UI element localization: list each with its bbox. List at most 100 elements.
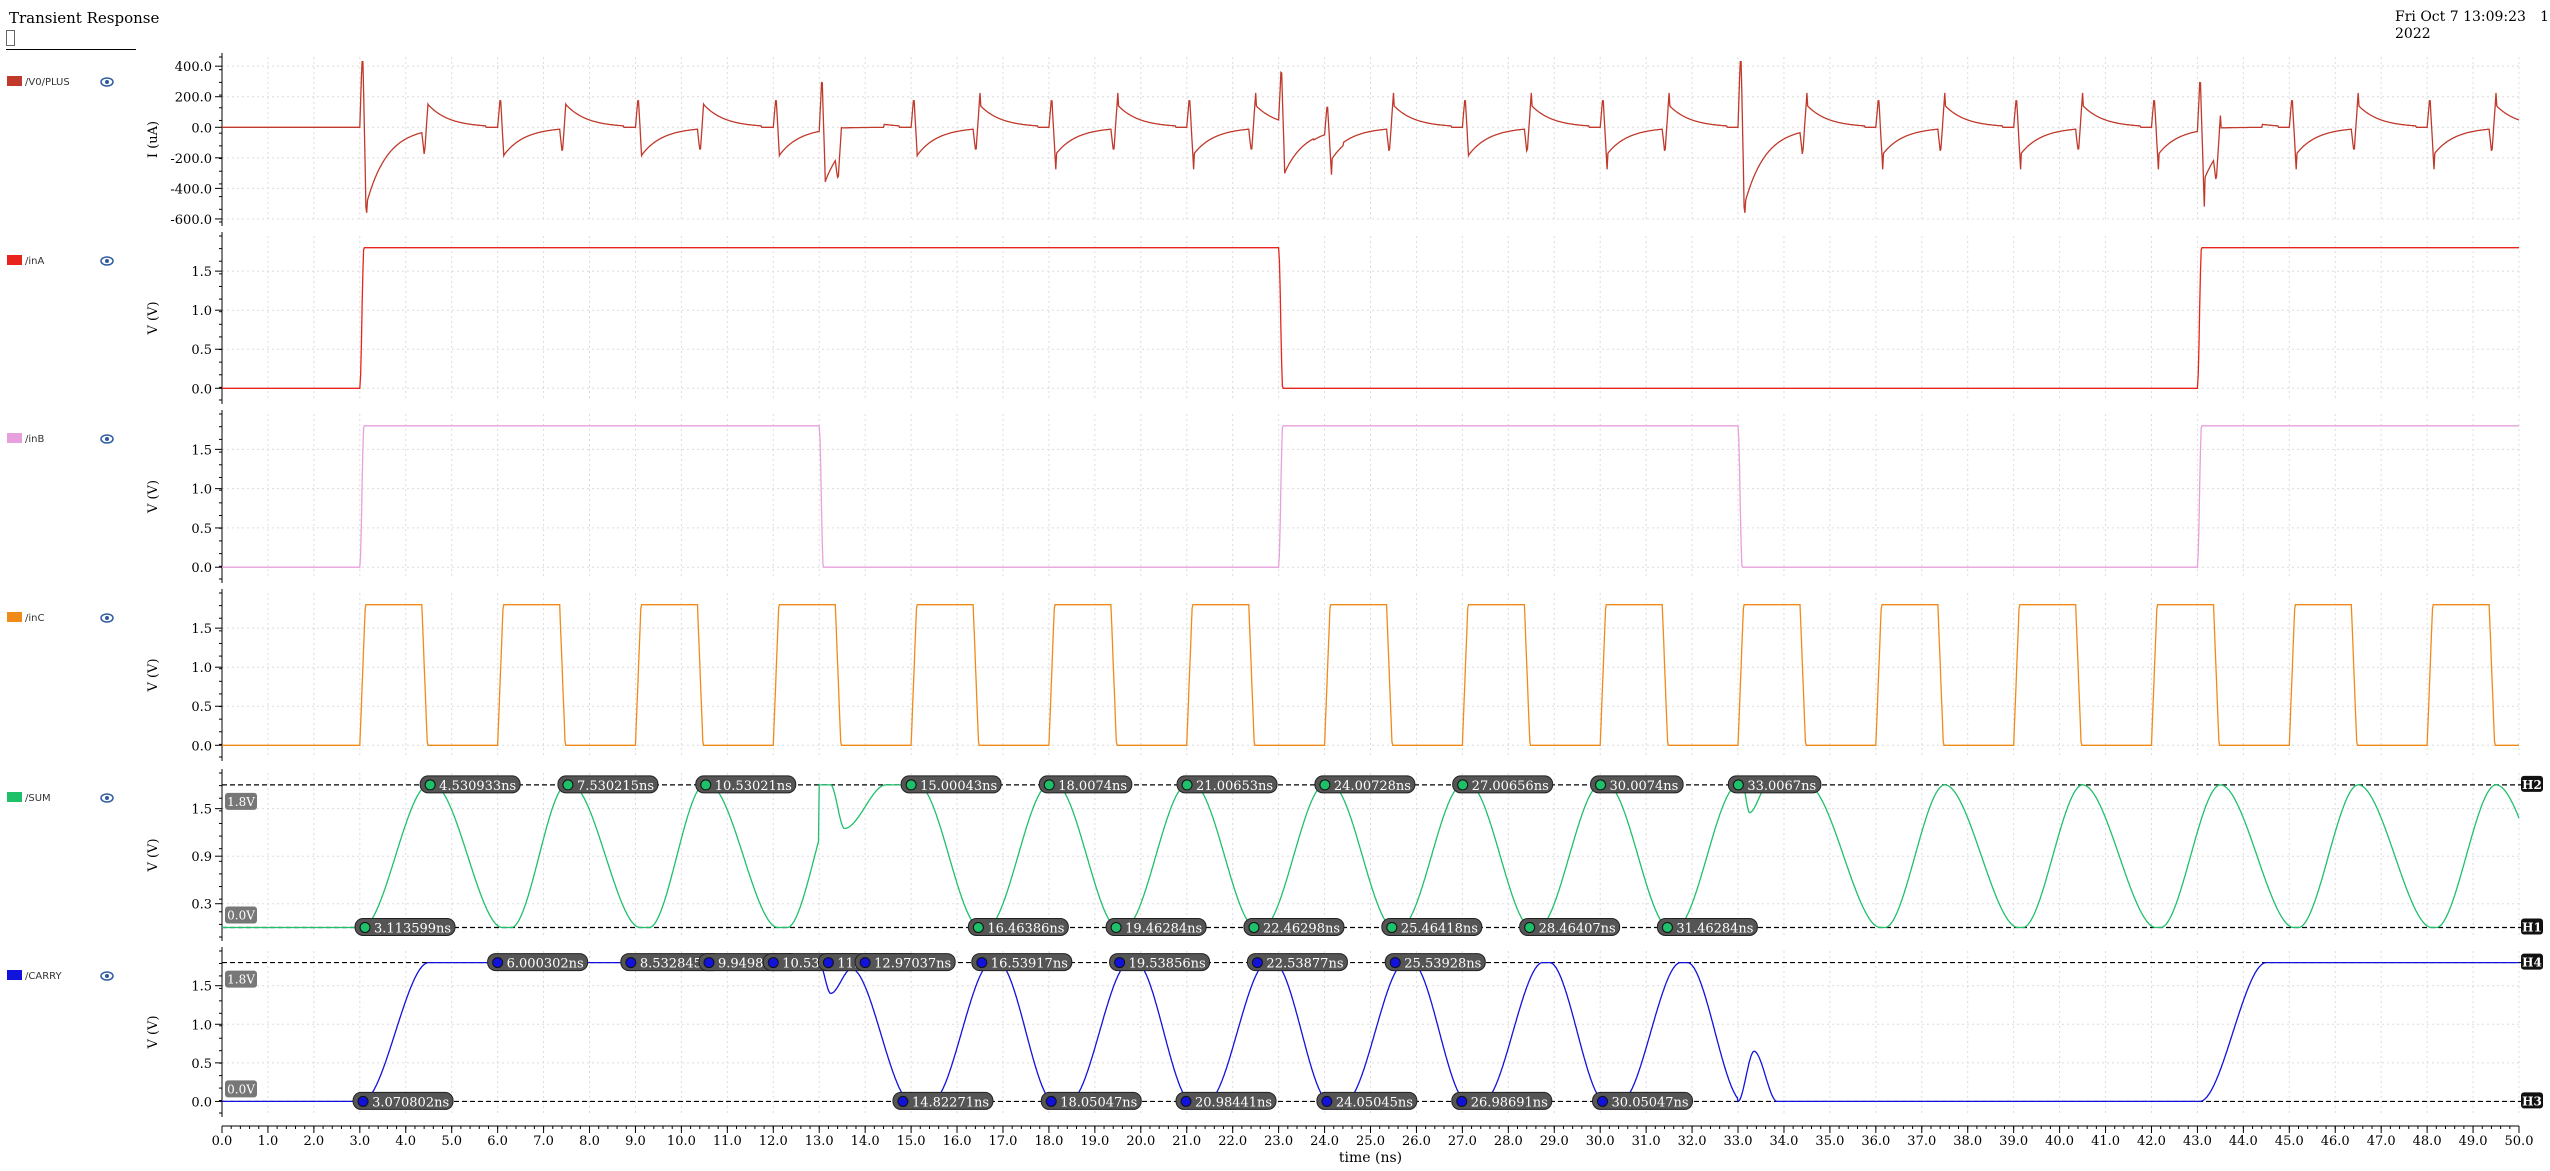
legend-swatch (7, 792, 22, 802)
crossing-marker[interactable] (1452, 775, 1554, 794)
legend-signal-name[interactable]: /inC (25, 613, 44, 624)
y-tick-label: 0.9 (191, 850, 212, 865)
crossing-marker[interactable] (1656, 917, 1758, 936)
crossing-marker[interactable] (352, 1091, 454, 1110)
crossing-marker[interactable] (1243, 917, 1345, 936)
crossing-marker-label: 24.05045ns (1336, 1095, 1413, 1110)
y-tick-label: 0.3 (191, 898, 212, 913)
crossing-marker[interactable] (1451, 1091, 1553, 1110)
x-tick-label: 9.0 (625, 1134, 646, 1149)
eye-outline (100, 77, 114, 87)
crossing-marker[interactable] (354, 917, 456, 936)
eye-outline (100, 971, 114, 981)
visibility-eye-icon[interactable] (100, 434, 114, 444)
x-tick-label: 20.0 (1126, 1134, 1155, 1149)
level-badge-label: 0.0V (227, 908, 255, 922)
x-tick-label: 28.0 (1494, 1134, 1523, 1149)
crossing-marker-dot (424, 779, 436, 791)
visibility-eye-icon[interactable] (100, 613, 114, 623)
edit-cursor-icon[interactable] (6, 30, 15, 46)
legend-signal-name[interactable]: /inA (25, 256, 44, 267)
panel-inb[interactable]: 1.5 1.0 0.5 0.0 V (V) /inB (7, 410, 2520, 583)
crossing-marker-dot (359, 921, 371, 933)
crossing-marker-label: 31.46284ns (1676, 921, 1753, 936)
crossing-marker[interactable] (419, 775, 521, 794)
panel-ina[interactable]: 1.5 1.0 0.5 0.0 V (V) /inA (7, 232, 2520, 404)
x-tick-label: 8.0 (579, 1134, 600, 1149)
crossing-marker-dot (972, 921, 984, 933)
crossing-marker[interactable] (1175, 1091, 1277, 1110)
eye-pupil (105, 80, 109, 84)
crossing-marker-dot (1251, 957, 1263, 969)
timestamp: Fri Oct 7 13:09:23 2022 (2395, 9, 2526, 43)
x-tick-label: 38.0 (1953, 1134, 1982, 1149)
crossing-marker[interactable] (1727, 775, 1822, 794)
visibility-eye-icon[interactable] (100, 256, 114, 266)
legend-signal-name[interactable]: /SUM (25, 793, 51, 804)
horizontal-marker-tag[interactable] (2521, 1092, 2543, 1109)
panel-carry[interactable]: 1.5 1.0 0.5 0.0 V (V) /CARRY H4 1.8V H3 0.0V 6.000… (7, 947, 2543, 1117)
horizontal-marker-tag[interactable] (2521, 775, 2543, 792)
crossing-marker[interactable] (1592, 1091, 1694, 1110)
eye-outline (100, 613, 114, 623)
x-tick-label: 30.0 (1586, 1134, 1615, 1149)
legend-signal-name[interactable]: /V0/PLUS (25, 77, 70, 88)
crossing-marker[interactable] (1590, 775, 1684, 794)
crossing-marker[interactable] (1519, 917, 1621, 936)
x-tick-label: 41.0 (2091, 1134, 2120, 1149)
x-tick-label: 40.0 (2045, 1134, 2074, 1149)
x-tick-label: 22.0 (1218, 1134, 1247, 1149)
x-tick-label: 29.0 (1540, 1134, 1569, 1149)
crossing-marker[interactable] (1384, 953, 1486, 972)
crossing-marker[interactable] (1246, 953, 1348, 972)
crossing-marker[interactable] (1105, 917, 1207, 936)
crossing-marker-label: 28.46407ns (1539, 921, 1616, 936)
crossing-marker[interactable] (1314, 775, 1416, 794)
crossing-marker[interactable] (900, 775, 1002, 794)
crossing-marker-label: 16.46386ns (987, 921, 1064, 936)
x-tick-label: 45.0 (2275, 1134, 2304, 1149)
legend-swatch (7, 76, 22, 86)
crossing-marker-dot (767, 957, 779, 969)
horizontal-marker-tag-label: H1 (2522, 920, 2542, 934)
panel-inc[interactable]: 1.5 1.0 0.5 0.0 V (V) /inC (7, 589, 2520, 761)
crossing-marker[interactable] (1040, 1091, 1142, 1110)
crossing-marker-dot (703, 957, 715, 969)
crossing-marker[interactable] (1381, 917, 1483, 936)
crossing-marker[interactable] (971, 953, 1073, 972)
crossing-marker[interactable] (557, 775, 659, 794)
y-axis-label: V (V) (146, 301, 161, 335)
crossing-marker[interactable] (1176, 775, 1278, 794)
horizontal-marker-tag[interactable] (2521, 953, 2543, 970)
y-tick-label: -200.0 (170, 152, 212, 167)
legend-signal-name[interactable]: /CARRY (25, 971, 62, 982)
panel-sum[interactable]: 1.5 0.9 0.3 V (V) /SUM H2 1.8V H1 0.0V 4.530933ns… (7, 769, 2543, 941)
visibility-eye-icon[interactable] (100, 971, 114, 981)
crossing-marker-label: 21.00653ns (1196, 779, 1273, 794)
x-tick-label: 4.0 (395, 1134, 416, 1149)
x-tick-label: 42.0 (2137, 1134, 2166, 1149)
x-tick-label: 0.0 (212, 1134, 233, 1149)
crossing-marker-dot (1248, 921, 1260, 933)
waveform-inc (222, 604, 2519, 746)
crossing-marker[interactable] (487, 953, 589, 972)
crossing-marker[interactable] (892, 1091, 994, 1110)
y-tick-label: 1.0 (191, 661, 212, 676)
y-tick-label: 0.0 (191, 382, 212, 397)
crossing-marker[interactable] (1316, 1091, 1418, 1110)
crossing-marker[interactable] (967, 917, 1069, 936)
crossing-marker-label: 6.000302ns (507, 957, 584, 972)
horizontal-marker-tag[interactable] (2521, 918, 2543, 935)
crossing-marker[interactable] (854, 953, 956, 972)
visibility-eye-icon[interactable] (100, 77, 114, 87)
legend-signal-name[interactable]: /inB (25, 434, 44, 445)
panel-v0plus[interactable]: 400.0 200.0 0.0 -200.0 -400.0 -600.0 I (uA) /V0… (7, 53, 2520, 228)
crossing-marker-dot (1661, 921, 1673, 933)
crossing-marker-label: 8.532845ns (640, 957, 717, 972)
crossing-marker[interactable] (1038, 775, 1133, 794)
visibility-eye-icon[interactable] (100, 793, 114, 803)
crossing-marker[interactable] (1109, 953, 1211, 972)
x-axis: 0.0 1.0 2.0 3.0 4.0 5.0 6.0 7.0 8.0 9.0 10.0 11.0 12… (212, 1125, 2533, 1166)
crossing-marker[interactable] (695, 775, 797, 794)
